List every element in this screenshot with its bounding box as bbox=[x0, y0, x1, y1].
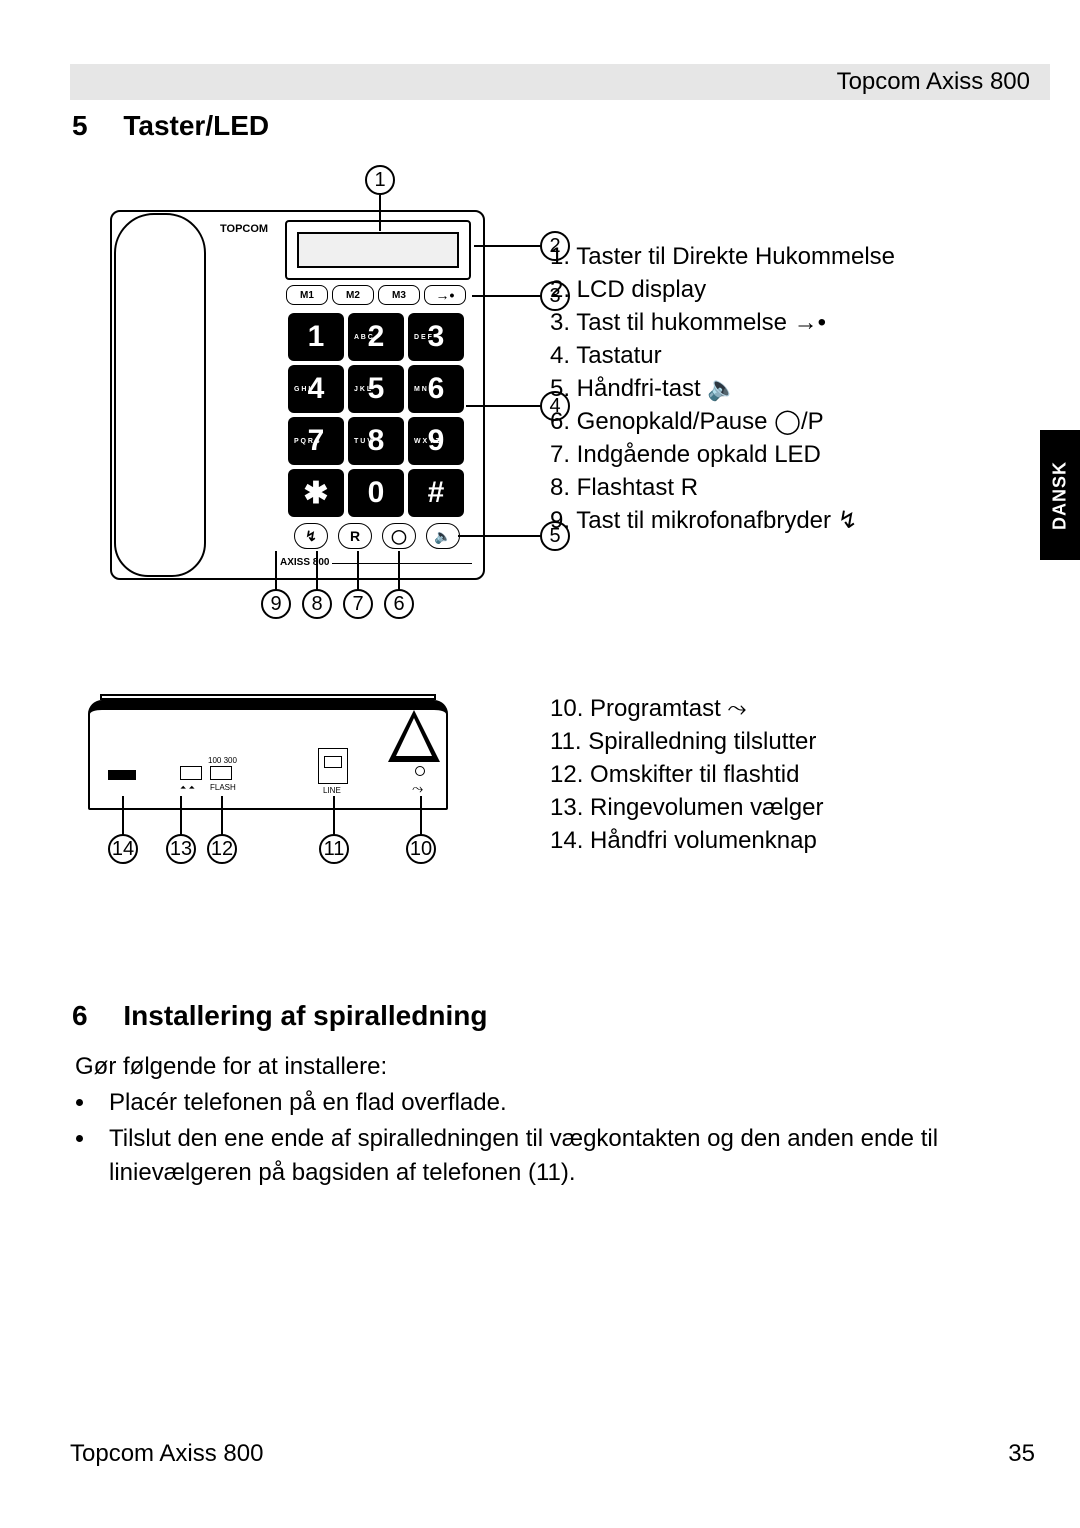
fn-mute: ↯ bbox=[294, 523, 328, 549]
key-1: 1 bbox=[288, 313, 344, 361]
section5-title: Taster/LED bbox=[123, 110, 269, 141]
handset bbox=[114, 213, 206, 577]
leader-2 bbox=[474, 245, 544, 247]
model-label: AXISS 800 bbox=[280, 557, 329, 568]
section6-body: Gør følgende for at installere: Placér t… bbox=[75, 1050, 1030, 1192]
lcd-screen bbox=[297, 232, 459, 268]
key-star: ✱ bbox=[288, 469, 344, 517]
leader-11 bbox=[333, 796, 335, 836]
leader-7 bbox=[357, 551, 359, 591]
model-underline bbox=[332, 563, 472, 564]
callout-12: 12 bbox=[207, 834, 237, 864]
header-product: Topcom Axiss 800 bbox=[837, 68, 1030, 96]
footer-page: 35 bbox=[1008, 1440, 1035, 1468]
legend-item-11: 11. Spiralledning tilslutter bbox=[550, 725, 823, 758]
phone-brand: TOPCOM bbox=[220, 223, 268, 235]
leader-1 bbox=[379, 195, 381, 231]
leader-10 bbox=[420, 796, 422, 836]
legend-item-2: 2. LCD display bbox=[550, 273, 895, 306]
program-icon: ⤳ bbox=[412, 780, 423, 797]
phone-top-diagram: TOPCOM M1 M2 M3 →• 1 A B C2 D E F3 G H I… bbox=[100, 165, 505, 630]
key-8: T U V8 bbox=[348, 417, 404, 465]
section6-intro: Gør følgende for at installere: bbox=[75, 1050, 1030, 1084]
leader-5 bbox=[458, 535, 544, 537]
back-lid bbox=[100, 694, 436, 700]
leader-4 bbox=[466, 405, 544, 407]
section6-title: Installering af spiralledning bbox=[123, 1000, 487, 1031]
phone-back-diagram: 100 300 ⏶ ⏶ FLASH LINE ⤳ 10 11 12 13 14 bbox=[80, 680, 480, 870]
fn-flash: R bbox=[338, 523, 372, 549]
lcd-outline bbox=[285, 220, 471, 280]
key-9: W X Y Z9 bbox=[408, 417, 464, 465]
leader-12 bbox=[221, 796, 223, 836]
function-row: ↯ R ◯ 🔈 bbox=[294, 523, 460, 549]
leader-6 bbox=[398, 551, 400, 591]
callout-13: 13 bbox=[166, 834, 196, 864]
leader-13 bbox=[180, 796, 182, 836]
scale-label: 100 300 bbox=[208, 756, 237, 765]
legend-item-5: 5. Håndfri-tast 🔈 bbox=[550, 372, 895, 405]
legend-bottom: 10. Programtast ⤳ 11. Spiralledning tils… bbox=[550, 692, 823, 857]
callout-8: 8 bbox=[302, 589, 332, 619]
key-3: D E F3 bbox=[408, 313, 464, 361]
flash-switch bbox=[210, 766, 232, 780]
section5-number: 5 bbox=[72, 110, 88, 141]
section6-list: Placér telefonen på en flad overflade. T… bbox=[97, 1086, 1030, 1190]
legend-item-9: 9. Tast til mikrofonafbryder ↯ bbox=[550, 504, 895, 537]
legend-item-7: 7. Indgående opkald LED bbox=[550, 438, 895, 471]
back-stand-inner bbox=[396, 718, 432, 756]
memory-store: →• bbox=[424, 285, 466, 305]
ring-switch bbox=[180, 766, 202, 780]
key-6: M N O6 bbox=[408, 365, 464, 413]
key-0: 0 bbox=[348, 469, 404, 517]
leader-14 bbox=[122, 796, 124, 836]
callout-7: 7 bbox=[343, 589, 373, 619]
key-5: J K L5 bbox=[348, 365, 404, 413]
leader-9 bbox=[275, 551, 277, 591]
memory-m2: M2 bbox=[332, 285, 374, 305]
callout-1: 1 bbox=[365, 165, 395, 195]
memory-button-row: M1 M2 M3 →• bbox=[286, 285, 466, 305]
legend-item-14: 14. Håndfri volumenknap bbox=[550, 824, 823, 857]
callout-10: 10 bbox=[406, 834, 436, 864]
legend-item-8: 8. Flashtast R bbox=[550, 471, 895, 504]
legend-top: 1. Taster til Direkte Hukommelse 2. LCD … bbox=[550, 240, 895, 537]
memory-m3: M3 bbox=[378, 285, 420, 305]
language-tab: DANSK bbox=[1040, 430, 1080, 560]
footer-product: Topcom Axiss 800 bbox=[70, 1440, 263, 1468]
key-2: A B C2 bbox=[348, 313, 404, 361]
section6-bullet-1: Placér telefonen på en flad overflade. bbox=[97, 1086, 1030, 1120]
memory-m1: M1 bbox=[286, 285, 328, 305]
legend-item-4: 4. Tastatur bbox=[550, 339, 895, 372]
callout-9: 9 bbox=[261, 589, 291, 619]
flash-label: FLASH bbox=[210, 783, 236, 792]
fn-redial: ◯ bbox=[382, 523, 416, 549]
legend-item-6: 6. Genopkald/Pause ◯/P bbox=[550, 405, 895, 438]
program-hole bbox=[415, 766, 425, 776]
section5-heading: 5 Taster/LED bbox=[72, 110, 269, 142]
fn-handsfree: 🔈 bbox=[426, 523, 460, 549]
legend-item-1: 1. Taster til Direkte Hukommelse bbox=[550, 240, 895, 273]
ring-icon: ⏶ ⏶ bbox=[180, 783, 195, 793]
legend-item-10: 10. Programtast ⤳ bbox=[550, 692, 823, 725]
key-4: G H I4 bbox=[288, 365, 344, 413]
volume-knob bbox=[108, 770, 136, 780]
line-jack-inner bbox=[324, 756, 342, 768]
line-label: LINE bbox=[323, 786, 341, 795]
legend-item-12: 12. Omskifter til flashtid bbox=[550, 758, 823, 791]
key-hash: # bbox=[408, 469, 464, 517]
key-7: P Q R S7 bbox=[288, 417, 344, 465]
header-bar: Topcom Axiss 800 bbox=[70, 64, 1050, 100]
leader-8 bbox=[316, 551, 318, 591]
legend-item-3: 3. Tast til hukommelse →• bbox=[550, 306, 895, 339]
section6-number: 6 bbox=[72, 1000, 88, 1031]
section6-heading: 6 Installering af spiralledning bbox=[72, 1000, 487, 1032]
keypad: 1 A B C2 D E F3 G H I4 J K L5 M N O6 P Q… bbox=[288, 313, 464, 517]
legend-item-13: 13. Ringevolumen vælger bbox=[550, 791, 823, 824]
callout-11: 11 bbox=[319, 834, 349, 864]
leader-3 bbox=[472, 295, 544, 297]
section6-bullet-2: Tilslut den ene ende af spiralledningen … bbox=[97, 1122, 1030, 1190]
callout-6: 6 bbox=[384, 589, 414, 619]
callout-14: 14 bbox=[108, 834, 138, 864]
